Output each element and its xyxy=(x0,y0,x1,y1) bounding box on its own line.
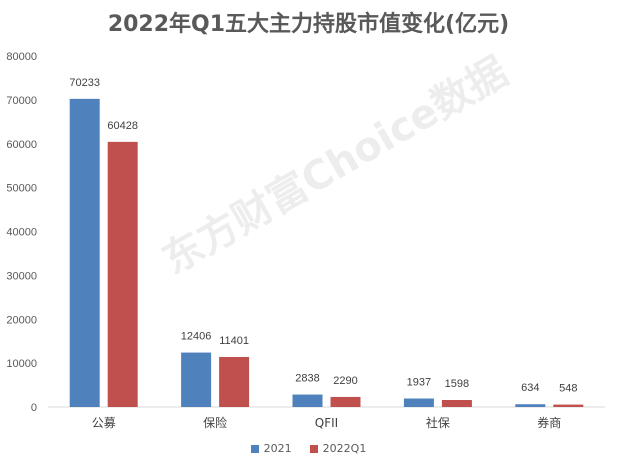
legend-item-2021: 2021 xyxy=(250,442,292,455)
data-label: 1937 xyxy=(407,377,431,389)
x-category-label: 社保 xyxy=(426,415,450,430)
bar-2021 xyxy=(181,352,212,407)
data-label: 60428 xyxy=(107,120,138,132)
bar-2022q1 xyxy=(330,396,361,407)
y-tick-label: 80000 xyxy=(6,51,37,63)
data-label: 12406 xyxy=(181,331,212,343)
bar-2021 xyxy=(69,98,100,407)
legend-label-2021: 2021 xyxy=(263,442,292,455)
legend-label-2022q1: 2022Q1 xyxy=(322,442,367,455)
data-label: 634 xyxy=(521,382,539,394)
data-label: 548 xyxy=(559,383,577,395)
x-category-label: 公募 xyxy=(92,416,116,430)
x-category-label: QFII xyxy=(315,416,338,430)
data-label: 70233 xyxy=(69,77,100,89)
bar-2022q1 xyxy=(107,141,138,408)
chart-title: 2022年Q1五大主力持股市值变化(亿元) xyxy=(107,12,510,37)
data-label: 11401 xyxy=(219,335,249,347)
legend-swatch-2021 xyxy=(250,444,259,453)
y-tick-label: 50000 xyxy=(6,183,37,195)
bar-2021 xyxy=(403,398,434,407)
bar-2022q1 xyxy=(441,399,472,407)
y-tick-label: 40000 xyxy=(6,227,37,239)
bar-2021 xyxy=(292,394,323,407)
legend-swatch-2022q1 xyxy=(309,444,318,453)
y-tick-label: 10000 xyxy=(6,358,37,370)
y-tick-label: 20000 xyxy=(6,314,37,326)
y-tick-label: 0 xyxy=(31,402,37,414)
bar-2021 xyxy=(515,404,546,407)
y-tick-label: 60000 xyxy=(6,139,37,151)
bar-2022q1 xyxy=(219,356,250,407)
y-tick-label: 30000 xyxy=(6,270,37,282)
chart-legend: 2021 2022Q1 xyxy=(0,442,617,455)
y-tick-label: 70000 xyxy=(6,95,37,107)
bar-2022q1 xyxy=(553,404,584,407)
data-label: 2838 xyxy=(295,373,319,385)
x-category-label: 保险 xyxy=(203,415,227,430)
legend-item-2022q1: 2022Q1 xyxy=(309,442,367,455)
data-label: 1598 xyxy=(445,378,469,390)
x-category-label: 券商 xyxy=(537,415,561,430)
data-label: 2290 xyxy=(333,375,357,387)
